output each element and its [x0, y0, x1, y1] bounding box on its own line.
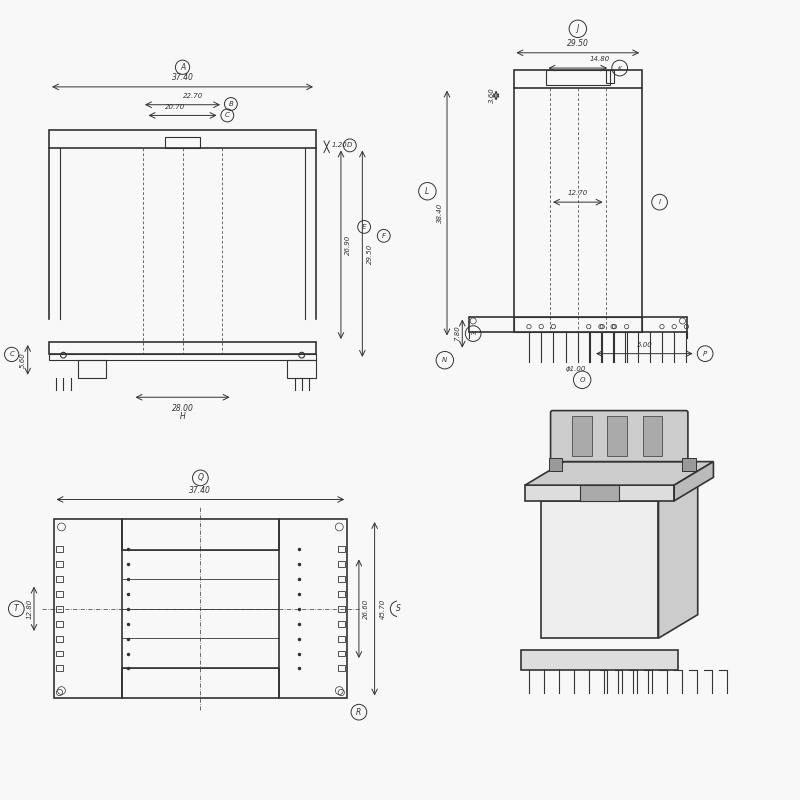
Text: ϕ1.00: ϕ1.00: [566, 366, 586, 372]
Bar: [514, 70, 642, 88]
Text: N: N: [442, 357, 447, 363]
Text: B: B: [229, 101, 234, 107]
Text: 1.20: 1.20: [332, 142, 348, 148]
Text: F: F: [382, 233, 386, 239]
Bar: [122, 519, 279, 550]
Text: 12.70: 12.70: [568, 190, 588, 195]
Polygon shape: [674, 462, 714, 501]
Text: 38.40: 38.40: [438, 203, 443, 223]
Bar: [78, 360, 106, 378]
Text: M: M: [470, 331, 476, 336]
FancyBboxPatch shape: [550, 410, 688, 462]
Text: D: D: [347, 142, 353, 148]
Text: 20.70: 20.70: [166, 104, 186, 110]
Bar: [541, 501, 658, 638]
Bar: [165, 137, 200, 147]
Bar: [49, 354, 316, 360]
Text: 22.70: 22.70: [183, 94, 203, 99]
Bar: [549, 458, 562, 471]
Text: 29.50: 29.50: [366, 243, 373, 264]
Bar: [546, 70, 610, 86]
Text: H: H: [180, 412, 186, 422]
Text: 14.80: 14.80: [590, 55, 610, 62]
Bar: [525, 485, 674, 501]
Bar: [580, 485, 619, 501]
Text: 28.00: 28.00: [172, 404, 194, 413]
Bar: [122, 668, 279, 698]
Text: 26.90: 26.90: [345, 234, 351, 255]
Text: A: A: [180, 62, 185, 72]
Text: 5.00: 5.00: [637, 342, 652, 349]
Bar: [514, 317, 642, 332]
Text: 45.70: 45.70: [379, 598, 386, 619]
Text: S: S: [396, 604, 401, 614]
Text: 5.60: 5.60: [19, 352, 26, 368]
Text: 26.60: 26.60: [363, 598, 369, 619]
Bar: [49, 342, 316, 354]
Text: O: O: [579, 377, 585, 383]
Text: E: E: [362, 224, 366, 230]
Bar: [572, 417, 592, 456]
Text: P: P: [703, 350, 707, 357]
Text: 3.60: 3.60: [489, 88, 494, 103]
Bar: [49, 130, 316, 147]
Text: K: K: [618, 66, 622, 70]
Text: C: C: [10, 351, 14, 358]
Text: R: R: [356, 708, 362, 717]
Bar: [642, 417, 662, 456]
Bar: [606, 70, 614, 83]
Polygon shape: [525, 462, 714, 485]
Bar: [607, 417, 627, 456]
Text: 7.80: 7.80: [454, 326, 460, 342]
Bar: [521, 650, 678, 670]
Text: 37.40: 37.40: [190, 486, 211, 494]
Bar: [279, 519, 347, 698]
Polygon shape: [541, 478, 698, 501]
Bar: [469, 317, 687, 332]
Text: C: C: [225, 113, 230, 118]
Bar: [54, 519, 122, 698]
Bar: [682, 458, 696, 471]
Text: J: J: [577, 24, 579, 34]
Text: I: I: [658, 199, 661, 205]
Text: 37.40: 37.40: [172, 73, 194, 82]
Polygon shape: [658, 478, 698, 638]
Text: T: T: [14, 604, 18, 614]
Bar: [287, 360, 316, 378]
Text: L: L: [426, 186, 430, 196]
Text: 29.50: 29.50: [567, 38, 589, 47]
Text: 12.80: 12.80: [26, 598, 32, 619]
Text: Q: Q: [198, 474, 203, 482]
